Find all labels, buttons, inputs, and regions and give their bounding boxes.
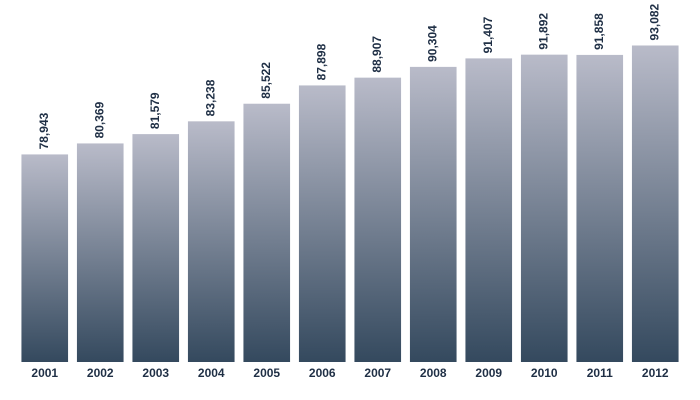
bar [187, 121, 235, 362]
bar [520, 54, 568, 363]
value-label: 88,907 [370, 36, 384, 73]
bar [21, 154, 69, 362]
x-tick-label: 2004 [198, 366, 225, 380]
x-tick-label: 2001 [31, 366, 58, 380]
x-tick-label: 2006 [309, 366, 336, 380]
value-label: 91,407 [481, 16, 495, 53]
x-tick-label: 2008 [420, 366, 447, 380]
x-tick-label: 2003 [142, 366, 169, 380]
value-label: 93,082 [647, 3, 661, 40]
value-label: 85,522 [259, 62, 273, 99]
x-tick-label: 2011 [587, 366, 613, 380]
value-label: 87,898 [314, 43, 328, 80]
value-label: 83,238 [203, 79, 217, 116]
value-label: 91,892 [536, 13, 550, 50]
x-tick-label: 2002 [87, 366, 114, 380]
value-label: 91,858 [592, 13, 606, 50]
x-tick-label: 2012 [642, 366, 669, 380]
bar [465, 58, 513, 363]
bar [409, 66, 457, 362]
x-tick-label: 2009 [475, 366, 502, 380]
bar [354, 77, 402, 362]
value-label: 78,943 [37, 112, 51, 149]
value-label: 90,304 [425, 25, 439, 62]
bar [631, 45, 679, 362]
bar [243, 103, 291, 363]
value-label: 80,369 [92, 101, 106, 138]
x-tick-label: 2010 [531, 366, 558, 380]
x-tick-label: 2005 [253, 366, 280, 380]
bar [298, 85, 346, 362]
x-tick-label: 2007 [364, 366, 391, 380]
value-label: 81,579 [148, 92, 162, 129]
bar [76, 143, 124, 362]
bar [576, 54, 624, 362]
bar [132, 134, 180, 362]
